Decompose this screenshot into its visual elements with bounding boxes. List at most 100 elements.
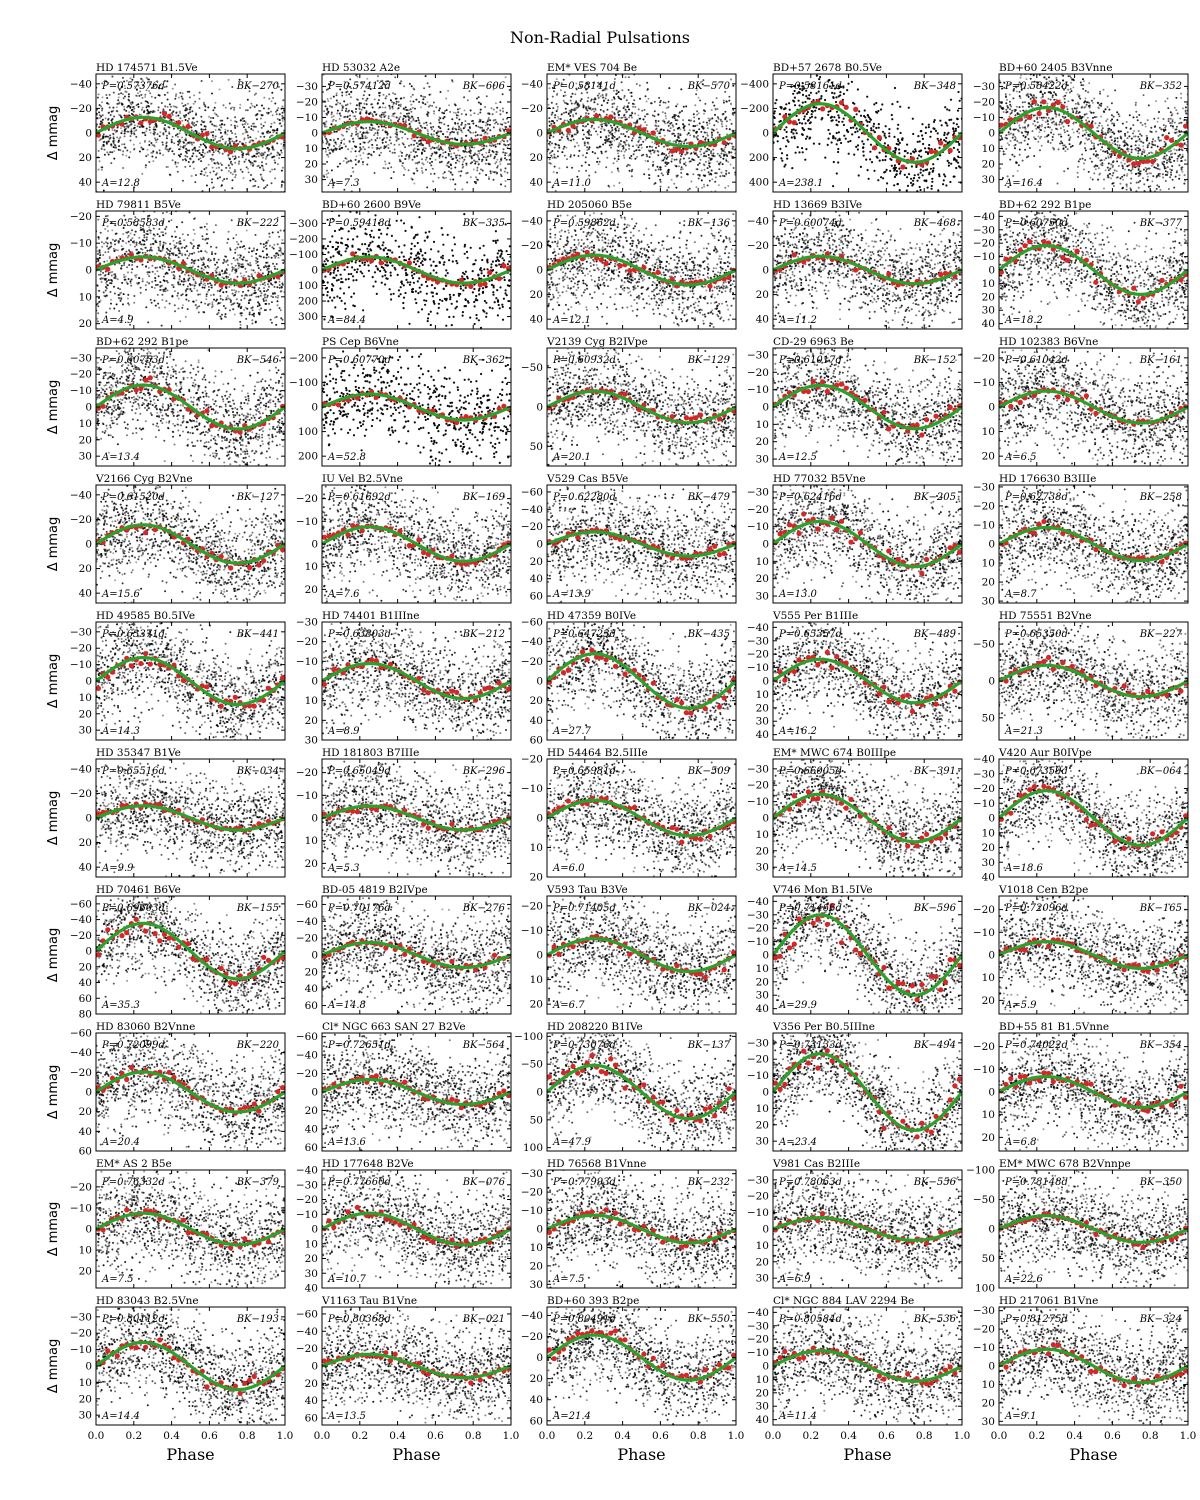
raw-point <box>612 103 614 105</box>
raw-point <box>585 156 587 158</box>
raw-point <box>775 99 777 101</box>
raw-point <box>717 116 719 118</box>
raw-point <box>784 107 786 109</box>
raw-point <box>240 195 242 197</box>
raw-point <box>460 124 462 126</box>
raw-point <box>804 115 806 117</box>
raw-point <box>247 109 249 111</box>
raw-point <box>424 150 426 152</box>
raw-point <box>900 132 902 134</box>
raw-point <box>470 152 472 154</box>
raw-point <box>613 162 615 164</box>
raw-point <box>573 139 575 141</box>
raw-point <box>128 111 130 113</box>
raw-point <box>583 134 585 136</box>
raw-point <box>701 179 703 181</box>
raw-point <box>355 111 357 113</box>
raw-point <box>162 144 164 146</box>
raw-point <box>410 144 412 146</box>
raw-point <box>1069 143 1071 145</box>
raw-point <box>280 89 282 91</box>
raw-point <box>186 152 188 154</box>
raw-point <box>396 98 398 100</box>
raw-point <box>452 158 454 160</box>
raw-point <box>917 157 919 159</box>
raw-point <box>684 164 686 166</box>
raw-point <box>653 183 655 185</box>
raw-point <box>396 136 398 138</box>
raw-point <box>203 102 205 104</box>
raw-point <box>124 133 126 135</box>
raw-point <box>258 155 260 157</box>
raw-point <box>385 97 387 99</box>
raw-point <box>244 161 246 163</box>
raw-point <box>724 187 726 189</box>
raw-point <box>359 131 361 133</box>
raw-point <box>658 169 660 171</box>
raw-point <box>657 125 659 127</box>
raw-point <box>897 225 899 227</box>
raw-point <box>238 161 240 163</box>
raw-point <box>436 196 438 198</box>
raw-point <box>506 140 508 142</box>
raw-point <box>623 116 625 118</box>
raw-point <box>631 112 633 114</box>
raw-point <box>378 99 380 101</box>
raw-point <box>326 170 328 172</box>
raw-point <box>667 106 669 108</box>
raw-point <box>886 169 888 171</box>
raw-point <box>171 139 173 141</box>
raw-point <box>166 149 168 151</box>
raw-point <box>366 78 368 80</box>
raw-point <box>503 148 505 150</box>
raw-point <box>605 137 607 139</box>
raw-point <box>327 147 329 149</box>
raw-point <box>438 119 440 121</box>
raw-point <box>492 113 494 115</box>
raw-point <box>451 174 453 176</box>
raw-point <box>343 100 345 102</box>
raw-point <box>588 105 590 107</box>
raw-point <box>714 172 716 174</box>
raw-point <box>702 136 704 138</box>
raw-point <box>790 131 792 133</box>
raw-point <box>412 107 414 109</box>
raw-point <box>417 163 419 165</box>
raw-point <box>616 160 618 162</box>
raw-point <box>642 154 644 156</box>
raw-point <box>937 189 939 191</box>
raw-point <box>434 173 436 175</box>
raw-point <box>358 161 360 163</box>
raw-point <box>499 127 501 129</box>
raw-point <box>642 141 644 143</box>
raw-point <box>810 121 812 123</box>
raw-point <box>105 94 107 96</box>
raw-point <box>233 107 235 109</box>
raw-point <box>126 150 128 152</box>
raw-point <box>404 45 406 47</box>
raw-point <box>146 113 148 115</box>
raw-point <box>236 121 238 123</box>
raw-point <box>265 186 267 188</box>
raw-point <box>1138 144 1140 146</box>
raw-point <box>568 113 570 115</box>
raw-point <box>624 142 626 144</box>
raw-point <box>723 102 725 104</box>
raw-point <box>381 114 383 116</box>
raw-point <box>628 117 630 119</box>
raw-point <box>585 112 587 114</box>
raw-point <box>164 94 166 96</box>
raw-point <box>269 171 271 173</box>
bk-id-label: BK−270 <box>236 81 280 92</box>
raw-point <box>166 86 168 88</box>
raw-point <box>595 171 597 173</box>
raw-point <box>609 144 611 146</box>
raw-point <box>872 129 874 131</box>
raw-point <box>639 98 641 100</box>
y-tick-label: 400 <box>749 177 769 189</box>
raw-point <box>681 141 683 143</box>
raw-point <box>472 132 474 134</box>
raw-point <box>185 138 187 140</box>
raw-point <box>111 119 113 121</box>
raw-point <box>638 108 640 110</box>
